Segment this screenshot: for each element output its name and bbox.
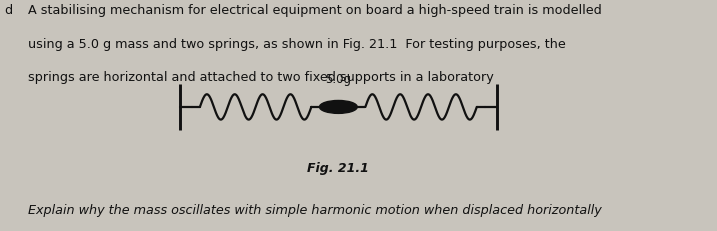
- Circle shape: [320, 101, 357, 114]
- Text: A stabilising mechanism for electrical equipment on board a high-speed train is : A stabilising mechanism for electrical e…: [28, 4, 602, 17]
- Text: Fig. 21.1: Fig. 21.1: [308, 161, 369, 174]
- Text: springs are horizontal and attached to two fixed supports in a laboratory: springs are horizontal and attached to t…: [28, 71, 493, 84]
- Text: 5.0g: 5.0g: [326, 73, 351, 86]
- Text: Explain why the mass oscillates with simple harmonic motion when displaced horiz: Explain why the mass oscillates with sim…: [28, 204, 602, 216]
- Text: using a 5.0 g mass and two springs, as shown in Fig. 21.1  For testing purposes,: using a 5.0 g mass and two springs, as s…: [28, 37, 566, 50]
- Text: d: d: [4, 4, 12, 17]
